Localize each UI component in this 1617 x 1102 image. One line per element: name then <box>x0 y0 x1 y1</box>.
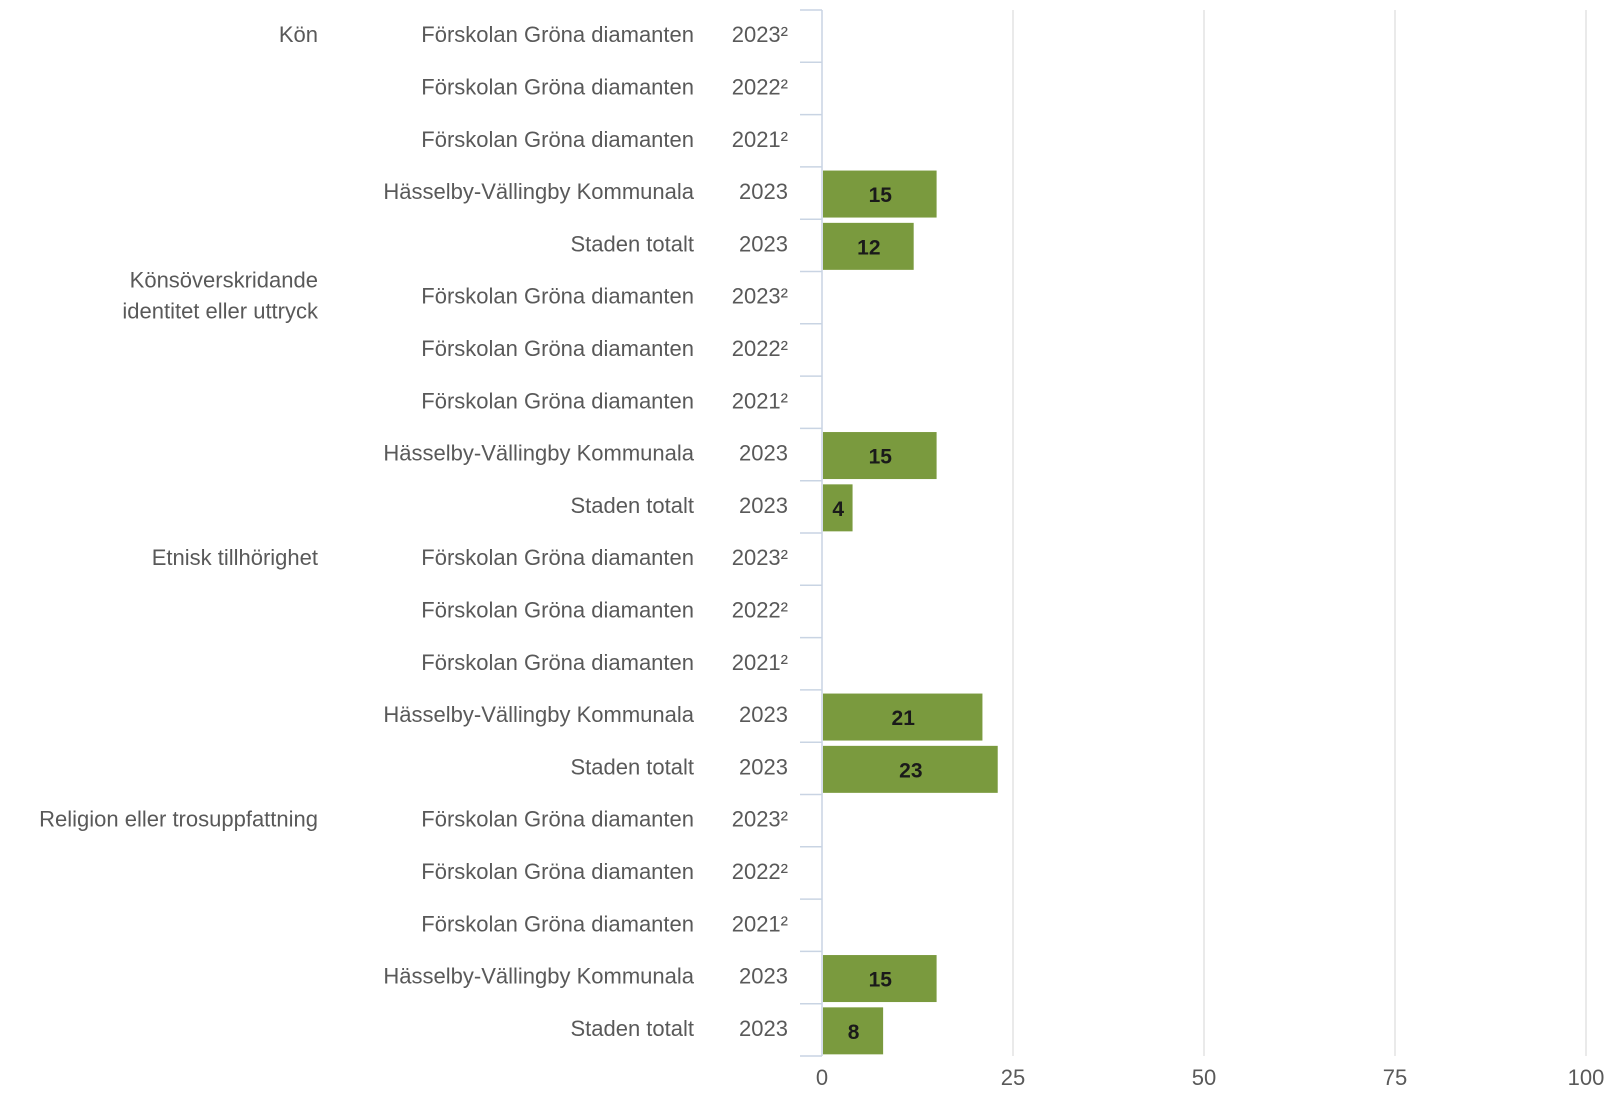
year-label: 2023² <box>732 284 788 309</box>
row-label: Staden totalt <box>570 231 694 256</box>
data-label: 15 <box>869 969 893 992</box>
year-label: 2022² <box>732 597 788 622</box>
row-label: Förskolan Gröna diamanten <box>421 388 694 413</box>
bar <box>823 745 998 793</box>
bar <box>823 693 983 741</box>
year-label: 2023 <box>739 441 788 466</box>
row-label: Förskolan Gröna diamanten <box>421 545 694 570</box>
data-label: 23 <box>899 759 922 782</box>
year-label: 2022² <box>732 74 788 99</box>
bar <box>823 1007 884 1055</box>
data-label: 21 <box>892 707 916 730</box>
data-label: 12 <box>857 236 880 259</box>
year-label: 2023 <box>739 1016 788 1041</box>
x-tick-label: 50 <box>1192 1065 1216 1090</box>
year-label: 2023² <box>732 22 788 47</box>
gridlines <box>1012 10 1587 1056</box>
year-label: 2021² <box>732 388 788 413</box>
category-label-line: Könsöverskridande <box>130 268 318 293</box>
category-label: Könsöverskridande identitet eller uttryck <box>122 268 319 324</box>
x-tick-label: 0 <box>816 1065 828 1090</box>
category-axis <box>800 9 823 1057</box>
year-label: 2023 <box>739 231 788 256</box>
bars <box>823 170 998 1055</box>
data-label: 4 <box>832 498 844 521</box>
category-label: Etnisk tillhörighet <box>152 545 318 570</box>
category-label-line: identitet eller uttryck <box>122 299 319 324</box>
year-label: 2022² <box>732 336 788 361</box>
row-label: Förskolan Gröna diamanten <box>421 284 694 309</box>
year-label: 2023 <box>739 754 788 779</box>
row-label: Hässelby-Vällingby Kommunala <box>383 441 694 466</box>
year-label: 2021² <box>732 911 788 936</box>
category-label: Religion eller trosuppfattning <box>39 807 318 832</box>
row-label: Staden totalt <box>570 754 694 779</box>
category-label: Kön <box>279 22 318 47</box>
row-label: Förskolan Gröna diamanten <box>421 911 694 936</box>
year-label: 2023² <box>732 807 788 832</box>
year-label: 2021² <box>732 127 788 152</box>
row-label: Förskolan Gröna diamanten <box>421 127 694 152</box>
row-label: Förskolan Gröna diamanten <box>421 22 694 47</box>
bar <box>823 484 853 532</box>
data-label: 8 <box>848 1021 860 1044</box>
data-label: 15 <box>869 184 893 207</box>
year-label: 2023 <box>739 964 788 989</box>
row-label: Förskolan Gröna diamanten <box>421 597 694 622</box>
row-label: Hässelby-Vällingby Kommunala <box>383 964 694 989</box>
year-label: 2022² <box>732 859 788 884</box>
row-label: Förskolan Gröna diamanten <box>421 74 694 99</box>
year-label: 2021² <box>732 650 788 675</box>
row-label: Staden totalt <box>570 493 694 518</box>
data-label: 15 <box>869 446 893 469</box>
bar <box>823 432 937 480</box>
bar <box>823 170 937 218</box>
labels: 0 25 50 75 100 Förskolan Gröna diamanten 2023²… <box>39 22 1604 1090</box>
row-label: Förskolan Gröna diamanten <box>421 650 694 675</box>
bar <box>823 222 914 270</box>
row-label: Hässelby-Vällingby Kommunala <box>383 179 694 204</box>
x-tick-label: 100 <box>1568 1065 1605 1090</box>
row-label: Förskolan Gröna diamanten <box>421 336 694 361</box>
row-label: Staden totalt <box>570 1016 694 1041</box>
year-label: 2023² <box>732 545 788 570</box>
x-tick-label: 25 <box>1001 1065 1025 1090</box>
row-label: Hässelby-Vällingby Kommunala <box>383 702 694 727</box>
year-label: 2023 <box>739 493 788 518</box>
year-label: 2023 <box>739 179 788 204</box>
row-label: Förskolan Gröna diamanten <box>421 859 694 884</box>
year-label: 2023 <box>739 702 788 727</box>
row-label: Förskolan Gröna diamanten <box>421 807 694 832</box>
bar <box>823 955 937 1003</box>
x-tick-label: 75 <box>1383 1065 1407 1090</box>
